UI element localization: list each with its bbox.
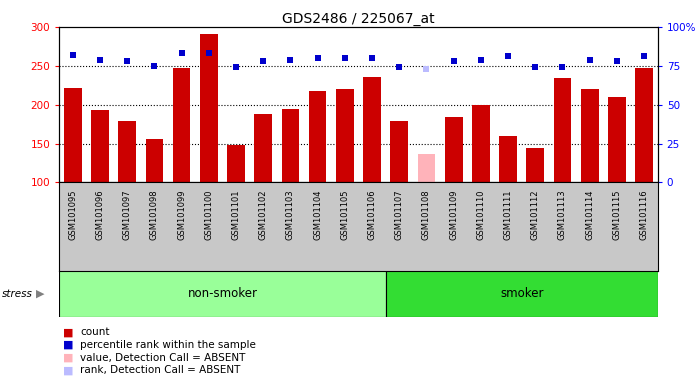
Text: GSM101110: GSM101110: [476, 189, 485, 240]
Text: stress: stress: [1, 289, 32, 299]
Text: GSM101102: GSM101102: [259, 189, 268, 240]
Text: GSM101099: GSM101099: [177, 189, 186, 240]
Text: GSM101107: GSM101107: [395, 189, 404, 240]
Text: GDS2486 / 225067_at: GDS2486 / 225067_at: [282, 12, 435, 25]
Bar: [526, 148, 544, 182]
Text: GSM101105: GSM101105: [340, 189, 349, 240]
Bar: [553, 78, 571, 182]
Text: count: count: [80, 327, 109, 337]
Text: rank, Detection Call = ABSENT: rank, Detection Call = ABSENT: [80, 365, 240, 375]
Bar: [581, 89, 599, 182]
Bar: [64, 88, 81, 182]
Bar: [309, 91, 326, 182]
Bar: [200, 34, 218, 182]
Text: GSM101115: GSM101115: [612, 189, 622, 240]
Text: GSM101101: GSM101101: [232, 189, 241, 240]
Text: percentile rank within the sample: percentile rank within the sample: [80, 340, 256, 350]
Text: value, Detection Call = ABSENT: value, Detection Call = ABSENT: [80, 353, 246, 362]
Text: GSM101111: GSM101111: [504, 189, 512, 240]
Bar: [227, 145, 245, 182]
Text: GSM101113: GSM101113: [558, 189, 567, 240]
Text: GSM101103: GSM101103: [286, 189, 295, 240]
Bar: [118, 121, 136, 182]
Bar: [386, 271, 658, 317]
Text: GSM101109: GSM101109: [449, 189, 458, 240]
Text: GSM101104: GSM101104: [313, 189, 322, 240]
Text: non-smoker: non-smoker: [187, 287, 258, 300]
Text: GSM101097: GSM101097: [122, 189, 132, 240]
Text: smoker: smoker: [500, 287, 544, 300]
Bar: [472, 104, 490, 182]
Bar: [91, 110, 109, 182]
Text: GSM101112: GSM101112: [531, 189, 540, 240]
Bar: [254, 114, 272, 182]
Text: ▶: ▶: [36, 289, 45, 299]
Text: GSM101114: GSM101114: [585, 189, 594, 240]
Bar: [282, 109, 299, 182]
Text: ■: ■: [63, 353, 73, 362]
Bar: [499, 136, 517, 182]
Text: GSM101100: GSM101100: [205, 189, 213, 240]
Bar: [173, 68, 191, 182]
Text: GSM101106: GSM101106: [367, 189, 377, 240]
Bar: [145, 139, 164, 182]
Bar: [608, 97, 626, 182]
Text: GSM101098: GSM101098: [150, 189, 159, 240]
Text: GSM101108: GSM101108: [422, 189, 431, 240]
Bar: [418, 154, 435, 182]
Bar: [363, 78, 381, 182]
Bar: [390, 121, 408, 182]
Bar: [445, 117, 463, 182]
Text: GSM101095: GSM101095: [68, 189, 77, 240]
Text: GSM101116: GSM101116: [640, 189, 649, 240]
Bar: [336, 89, 354, 182]
Text: ■: ■: [63, 340, 73, 350]
Bar: [635, 68, 653, 182]
Text: ■: ■: [63, 327, 73, 337]
Bar: [59, 271, 386, 317]
Text: ■: ■: [63, 365, 73, 375]
Text: GSM101096: GSM101096: [95, 189, 104, 240]
